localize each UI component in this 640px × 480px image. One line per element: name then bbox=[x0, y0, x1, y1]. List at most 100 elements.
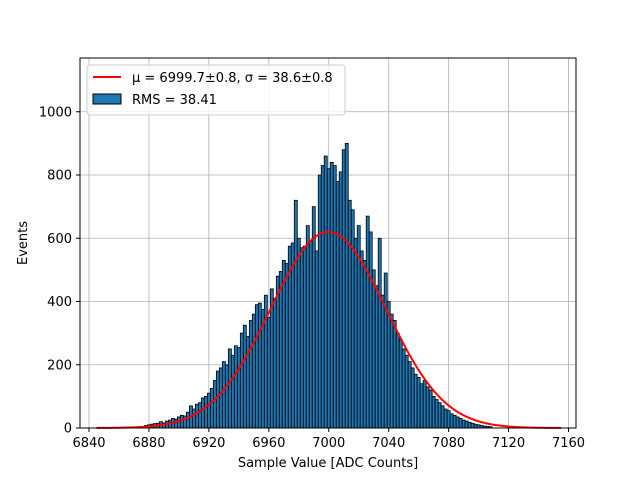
histogram-bar bbox=[323, 155, 328, 429]
histogram-bar bbox=[239, 332, 244, 429]
x-axis-title: Sample Value [ADC Counts] bbox=[238, 456, 418, 471]
histogram-bar bbox=[359, 250, 364, 429]
histogram-bar bbox=[344, 142, 349, 429]
histogram-bar bbox=[431, 395, 436, 429]
histogram-bar bbox=[230, 354, 235, 429]
histogram-bar bbox=[215, 370, 220, 429]
histogram-bar bbox=[254, 304, 259, 429]
histogram-bar bbox=[224, 364, 229, 429]
x-axis-ticks: 6840 6880 6920 6960 7000 7040 7080 7120 7160 bbox=[72, 428, 585, 451]
legend: μ = 6999.7±0.8, σ = 38.6±0.8 RMS = 38.41 bbox=[86, 64, 346, 116]
histogram-bar bbox=[395, 332, 400, 429]
legend-box bbox=[86, 64, 346, 116]
histogram-bar bbox=[320, 165, 325, 429]
histogram-bar bbox=[365, 215, 370, 429]
histogram-bar bbox=[293, 199, 298, 429]
histogram-bar bbox=[443, 408, 448, 429]
y-tick-label: 400 bbox=[47, 295, 72, 310]
gaussian-fit-curve bbox=[96, 230, 562, 429]
histogram-bar bbox=[374, 285, 379, 429]
histogram-bar bbox=[236, 346, 241, 429]
histogram-bar bbox=[329, 161, 334, 429]
histogram-bar bbox=[290, 242, 295, 429]
x-tick-label: 7120 bbox=[492, 436, 525, 451]
y-tick-label: 600 bbox=[47, 232, 72, 247]
histogram-bar bbox=[425, 386, 430, 429]
histogram-bar bbox=[338, 171, 343, 429]
histogram-bar bbox=[308, 241, 313, 429]
legend-fit-label: μ = 6999.7±0.8, σ = 38.6±0.8 bbox=[132, 71, 333, 86]
histogram-bar bbox=[179, 414, 184, 429]
histogram-bar bbox=[392, 320, 397, 429]
histogram-bar bbox=[467, 421, 472, 429]
histogram-bar bbox=[458, 418, 463, 429]
histogram-bar bbox=[449, 413, 454, 429]
x-tick-label: 6920 bbox=[192, 436, 225, 451]
x-tick-label: 7000 bbox=[312, 436, 345, 451]
histogram-bar bbox=[428, 389, 433, 429]
histogram-bar bbox=[209, 388, 214, 429]
histogram-bar bbox=[410, 367, 415, 429]
histogram-bar bbox=[341, 149, 346, 429]
x-tick-label: 6840 bbox=[72, 436, 105, 451]
histogram-bar bbox=[389, 313, 394, 429]
y-axis-title: Events bbox=[16, 221, 31, 265]
histogram-bar bbox=[200, 397, 205, 429]
histogram-bar bbox=[404, 354, 409, 429]
histogram-bar bbox=[446, 410, 451, 429]
histogram-bar bbox=[203, 395, 208, 429]
histogram-bar bbox=[191, 408, 196, 429]
x-tick-label: 6960 bbox=[252, 436, 285, 451]
histogram-bar bbox=[206, 392, 211, 429]
histogram-bar bbox=[386, 301, 391, 429]
histogram-bar bbox=[464, 420, 469, 429]
histogram-bar bbox=[347, 199, 352, 429]
histogram-bar bbox=[461, 419, 466, 429]
histogram-bar bbox=[251, 313, 256, 429]
histogram-bar bbox=[284, 263, 289, 429]
y-tick-label: 1000 bbox=[39, 105, 72, 120]
histogram-bar bbox=[227, 348, 232, 429]
x-tick-label: 7160 bbox=[552, 436, 585, 451]
histogram-bar bbox=[218, 367, 223, 429]
histogram-bar bbox=[299, 247, 304, 429]
y-tick-label: 200 bbox=[47, 358, 72, 373]
histogram-bar bbox=[398, 339, 403, 429]
histogram-bar bbox=[275, 275, 280, 429]
histogram-bar bbox=[332, 165, 337, 429]
histogram-bar bbox=[177, 416, 181, 429]
x-tick-label: 6880 bbox=[132, 436, 165, 451]
y-tick-label: 800 bbox=[47, 169, 72, 184]
histogram-bar bbox=[272, 297, 277, 429]
histogram-bar bbox=[242, 324, 247, 429]
histogram-bar bbox=[419, 383, 424, 429]
histogram-bar bbox=[185, 411, 190, 429]
histogram-bar bbox=[212, 380, 217, 429]
histogram-bar bbox=[233, 345, 238, 429]
histogram-bar bbox=[326, 168, 331, 429]
histogram-bar bbox=[194, 403, 199, 429]
histogram-bar bbox=[437, 402, 442, 429]
histogram-bar bbox=[362, 259, 367, 429]
histogram-bar bbox=[302, 245, 307, 429]
histogram-bar bbox=[440, 405, 445, 429]
legend-rms-label: RMS = 38.41 bbox=[132, 93, 217, 108]
histogram-bar bbox=[221, 361, 226, 429]
histogram-bar bbox=[278, 271, 283, 429]
histogram-bar bbox=[383, 272, 388, 429]
histogram-bar bbox=[266, 316, 271, 429]
y-axis-ticks: 0 200 400 600 800 1000 bbox=[39, 105, 80, 437]
histogram-bar bbox=[335, 180, 340, 429]
histogram-bar bbox=[174, 418, 178, 429]
histogram-bar bbox=[422, 380, 427, 429]
histogram-bar bbox=[305, 225, 310, 429]
histogram-bar bbox=[413, 373, 418, 429]
y-tick-label: 0 bbox=[64, 422, 72, 437]
histogram-bar bbox=[353, 237, 358, 429]
histogram-bar bbox=[401, 348, 406, 429]
histogram-bar bbox=[197, 402, 202, 429]
histogram-bar bbox=[377, 237, 382, 429]
histogram-bar bbox=[317, 174, 322, 429]
histogram-bar bbox=[257, 302, 262, 429]
